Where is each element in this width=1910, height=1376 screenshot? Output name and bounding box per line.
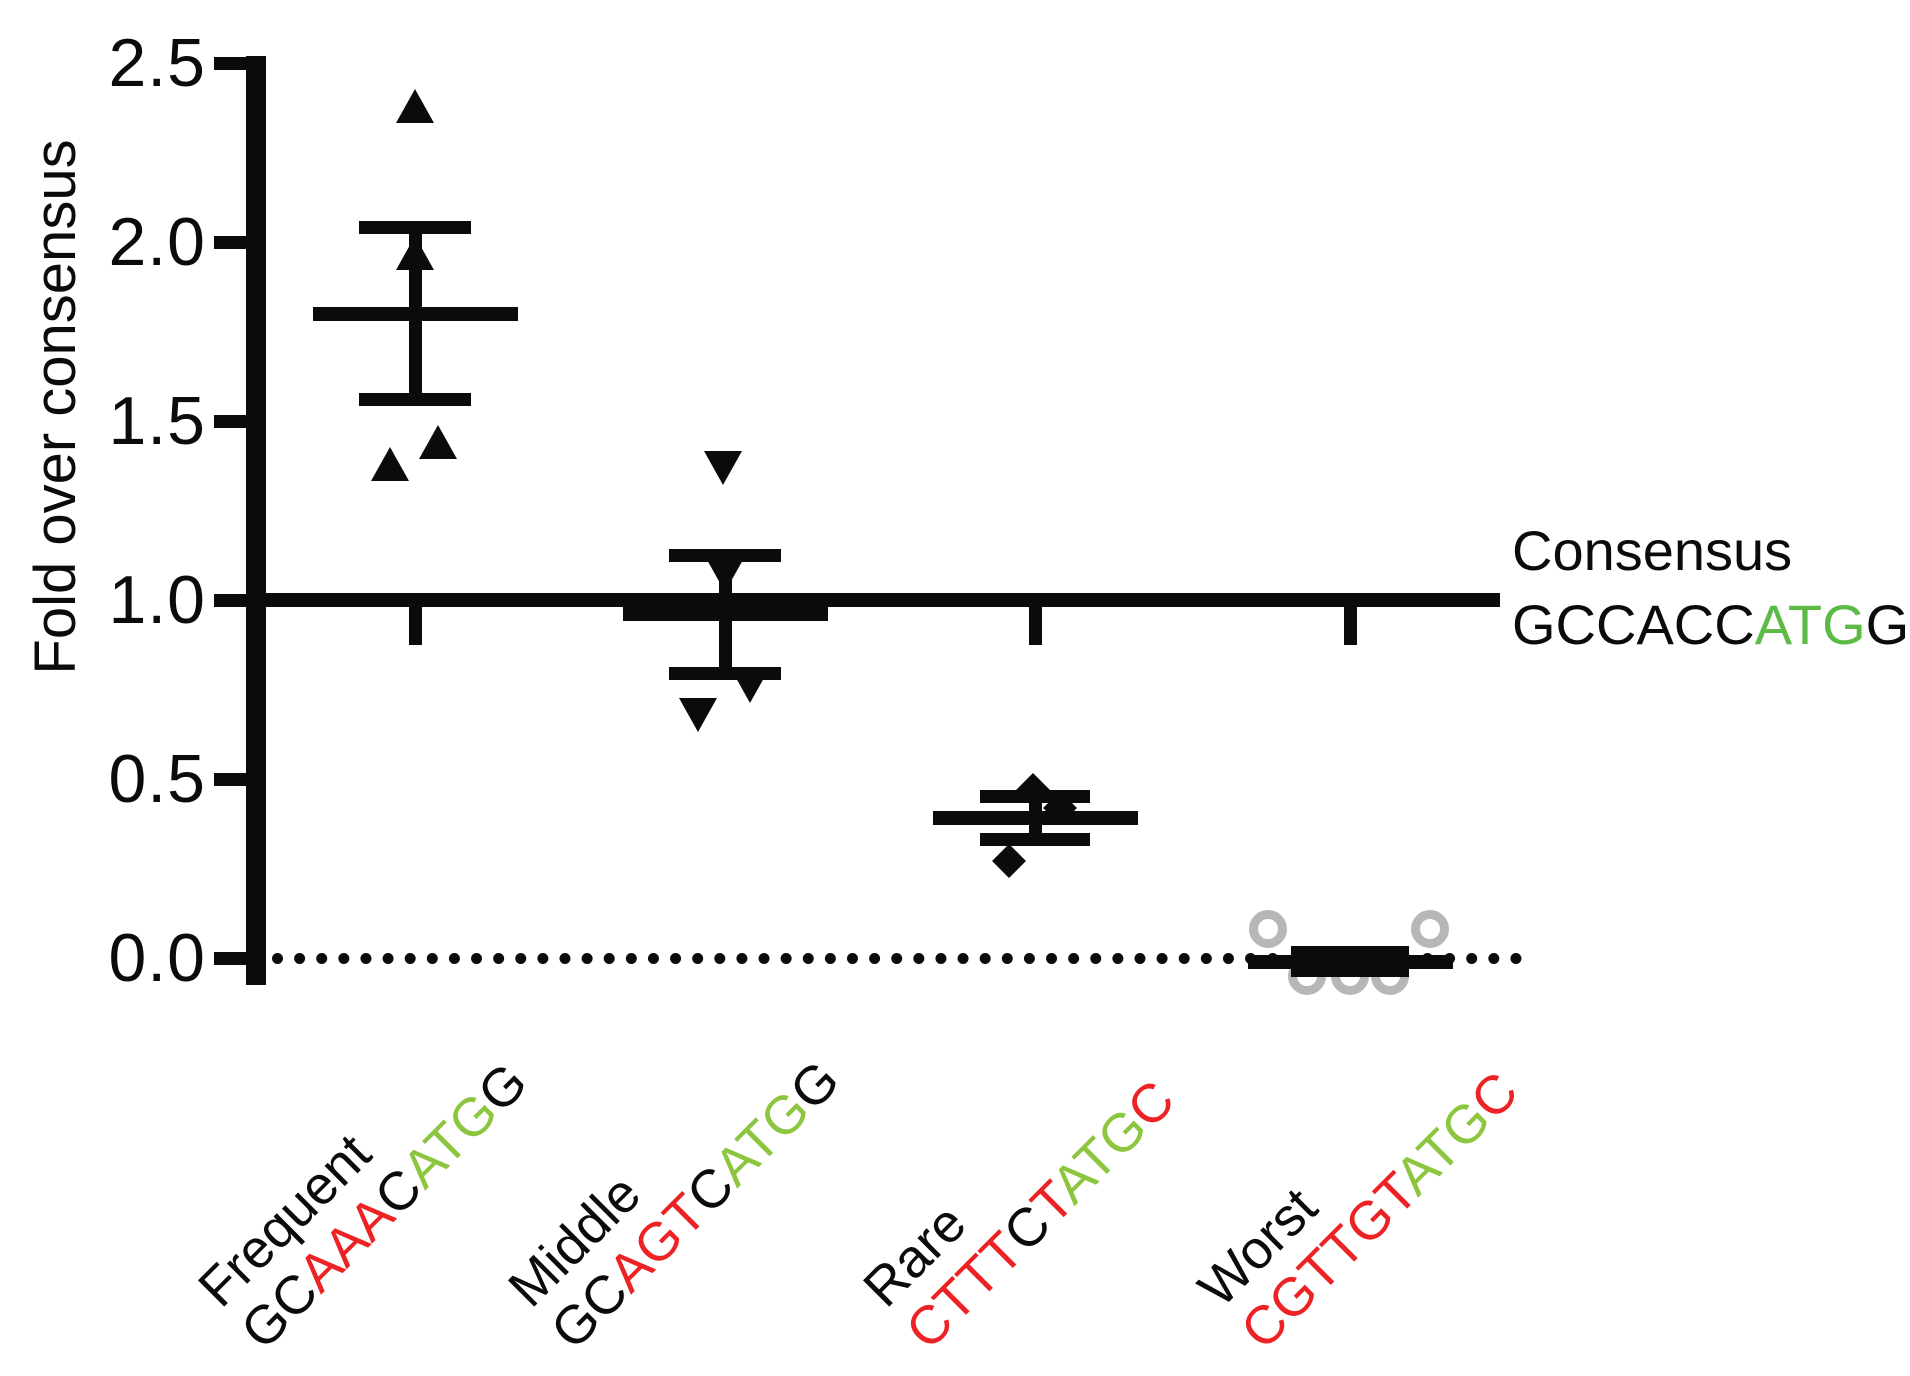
y-tick-label: 0.5	[108, 741, 206, 817]
y-tick-label: 2.0	[108, 204, 206, 280]
y-tick-label: 1.0	[108, 562, 206, 638]
error-bar-cap-top-frequent	[359, 221, 471, 235]
error-bar-cap-bottom-rare	[980, 833, 1090, 847]
category-label-frequent: Frequent GCAAACATGG	[187, 1000, 548, 1361]
y-tick-label: 0.0	[108, 920, 206, 996]
data-point-worst	[1411, 910, 1449, 949]
consensus-sequence: GCCACCATGG	[1512, 588, 1910, 662]
category-tick-rare	[1028, 607, 1042, 645]
y-axis-line	[246, 56, 266, 985]
consensus-line	[252, 593, 1500, 607]
error-bar-cap-bottom-frequent	[359, 393, 471, 407]
y-tick	[214, 414, 246, 428]
data-point-rare	[992, 844, 1026, 879]
error-bar-cap-bottom-middle	[669, 666, 781, 680]
error-bar-cap-top-rare	[980, 790, 1090, 804]
error-bar-mean-frequent	[312, 306, 518, 321]
category-label-worst: Worst CGTTGTATGC	[1187, 1000, 1548, 1361]
data-point-middle	[704, 450, 742, 485]
consensus-label-title: Consensus	[1512, 519, 1793, 582]
data-point-frequent	[371, 446, 409, 481]
data-point-frequent	[419, 425, 457, 460]
data-point-frequent	[396, 88, 434, 123]
y-tick	[214, 951, 246, 965]
zero-baseline-dotted	[272, 952, 1522, 964]
y-tick-label: 1.5	[108, 383, 206, 459]
y-tick	[214, 56, 246, 70]
sequence-segment: G	[1865, 593, 1910, 656]
y-tick	[214, 772, 246, 786]
data-point-middle	[679, 697, 717, 732]
error-bar-mean-middle	[622, 607, 828, 622]
error-bar-mean-rare	[932, 811, 1138, 826]
y-tick-label: 2.5	[108, 25, 206, 101]
sequence-segment: GCCACC	[1512, 593, 1755, 656]
data-point-worst	[1249, 910, 1287, 949]
y-tick	[214, 593, 246, 607]
error-bar-mean-worst	[1247, 954, 1453, 969]
category-tick-worst	[1343, 607, 1357, 645]
y-tick	[214, 235, 246, 249]
consensus-label: Consensus GCCACCATGG	[1512, 514, 1910, 662]
error-bar-cap-top-middle	[669, 548, 781, 562]
category-tick-frequent	[408, 607, 422, 645]
category-label-rare: Rare CTTTCTATGC	[852, 1000, 1213, 1360]
category-label-middle: Middle GCAGTCATGG	[497, 1000, 858, 1360]
sequence-segment: ATG	[1754, 593, 1866, 656]
